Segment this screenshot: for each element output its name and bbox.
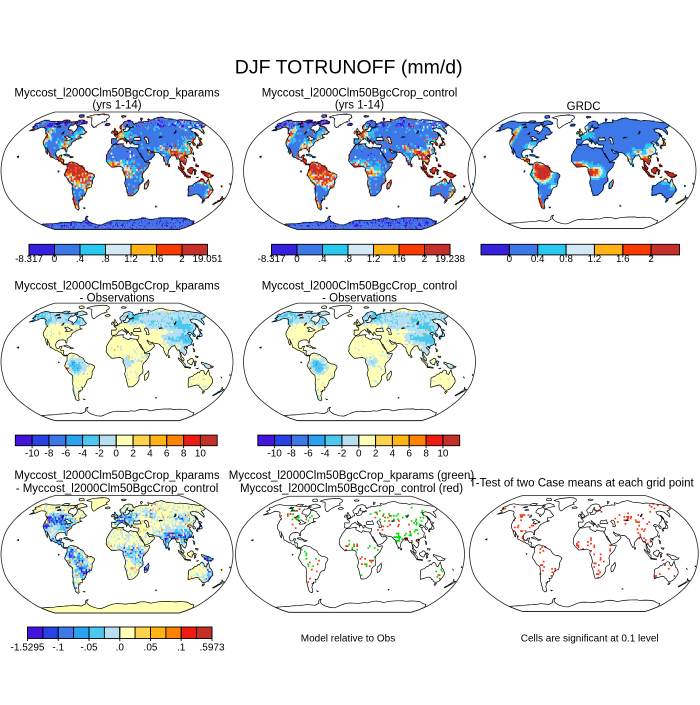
svg-text:Model relative to Obs: Model relative to Obs xyxy=(301,634,396,645)
svg-text:T-Test of two Case means at ea: T-Test of two Case means at each grid po… xyxy=(469,478,694,490)
svg-text:2: 2 xyxy=(422,254,427,265)
svg-text:-8: -8 xyxy=(45,448,54,459)
svg-text:8: 8 xyxy=(181,448,187,459)
svg-text:0.8: 0.8 xyxy=(559,254,573,265)
svg-text:1.2: 1.2 xyxy=(367,254,381,265)
svg-text:2: 2 xyxy=(648,254,653,265)
svg-text:-.1: -.1 xyxy=(52,643,64,654)
svg-text:19.051: 19.051 xyxy=(193,254,223,265)
svg-text:1.2: 1.2 xyxy=(588,254,602,265)
svg-text:0: 0 xyxy=(356,448,362,459)
svg-text:1.6: 1.6 xyxy=(392,254,406,265)
svg-text:-4: -4 xyxy=(78,448,87,459)
svg-text:.0: .0 xyxy=(116,643,125,654)
svg-text:.4: .4 xyxy=(76,254,85,265)
svg-text:1.2: 1.2 xyxy=(124,254,138,265)
svg-text:2: 2 xyxy=(179,254,184,265)
svg-text:10: 10 xyxy=(195,448,207,459)
svg-text:2: 2 xyxy=(130,448,136,459)
svg-text:-10: -10 xyxy=(25,448,40,459)
svg-text:(yrs 1-14): (yrs 1-14) xyxy=(335,100,384,112)
svg-text:DJF TOTRUNOFF (mm/d): DJF TOTRUNOFF (mm/d) xyxy=(235,56,463,78)
svg-text:.8: .8 xyxy=(344,254,353,265)
svg-text:4: 4 xyxy=(147,448,153,459)
svg-text:.8: .8 xyxy=(101,254,110,265)
svg-text:-8.317: -8.317 xyxy=(258,254,286,265)
svg-text:-6: -6 xyxy=(304,448,313,459)
svg-text:0.4: 0.4 xyxy=(531,254,545,265)
svg-text:Myccost_l2000Clm50BgcCrop_kpar: Myccost_l2000Clm50BgcCrop_kparams xyxy=(14,87,219,99)
svg-text:-2: -2 xyxy=(337,448,346,459)
svg-text:6: 6 xyxy=(164,448,170,459)
svg-text:- Observations: - Observations xyxy=(322,292,397,304)
svg-text:Myccost_l2000Clm50BgcCrop_kpar: Myccost_l2000Clm50BgcCrop_kparams xyxy=(14,470,219,482)
svg-text:Myccost_l2000Clm50BgcCrop_kpar: Myccost_l2000Clm50BgcCrop_kparams xyxy=(14,281,219,293)
svg-text:- Myccost_l2000Clm50BgcCrop_co: - Myccost_l2000Clm50BgcCrop_control xyxy=(16,483,219,495)
svg-text:-6: -6 xyxy=(61,448,70,459)
svg-text:.1: .1 xyxy=(177,643,186,654)
svg-text:-.05: -.05 xyxy=(80,643,98,654)
svg-text:1.6: 1.6 xyxy=(616,254,630,265)
svg-text:0: 0 xyxy=(507,254,513,265)
svg-text:4: 4 xyxy=(390,448,396,459)
svg-text:10: 10 xyxy=(437,448,449,459)
svg-text:Myccost_l2000Clm50BgcCrop_kpar: Myccost_l2000Clm50BgcCrop_kparams (green… xyxy=(229,470,475,482)
svg-text:1.6: 1.6 xyxy=(150,254,164,265)
svg-text:-8: -8 xyxy=(287,448,296,459)
svg-text:-4: -4 xyxy=(321,448,330,459)
svg-text:8: 8 xyxy=(423,448,429,459)
svg-text:Myccost_l2000Clm50BgcCrop_cont: Myccost_l2000Clm50BgcCrop_control (red) xyxy=(240,483,463,495)
svg-text:(yrs 1-14): (yrs 1-14) xyxy=(92,100,141,112)
svg-text:2: 2 xyxy=(373,448,379,459)
svg-text:.05: .05 xyxy=(144,643,158,654)
svg-text:.5973: .5973 xyxy=(199,643,224,654)
svg-text:19.238: 19.238 xyxy=(435,254,466,265)
svg-text:.4: .4 xyxy=(318,254,327,265)
svg-text:Myccost_l2000Clm50BgcCrop_cont: Myccost_l2000Clm50BgcCrop_control xyxy=(262,87,458,99)
svg-text:GRDC: GRDC xyxy=(567,101,601,113)
svg-text:6: 6 xyxy=(406,448,412,459)
svg-text:0: 0 xyxy=(52,254,58,265)
svg-text:0: 0 xyxy=(294,254,300,265)
svg-text:-8.317: -8.317 xyxy=(15,254,43,265)
svg-text:Myccost_l2000Clm50BgcCrop_cont: Myccost_l2000Clm50BgcCrop_control xyxy=(262,281,458,293)
svg-text:-2: -2 xyxy=(95,448,104,459)
svg-text:0: 0 xyxy=(113,448,119,459)
svg-text:Cells are significant at 0.1 l: Cells are significant at 0.1 level xyxy=(521,633,659,644)
svg-text:- Observations: - Observations xyxy=(80,292,155,304)
svg-text:-1.5295: -1.5295 xyxy=(11,643,45,654)
svg-text:-10: -10 xyxy=(267,448,282,459)
